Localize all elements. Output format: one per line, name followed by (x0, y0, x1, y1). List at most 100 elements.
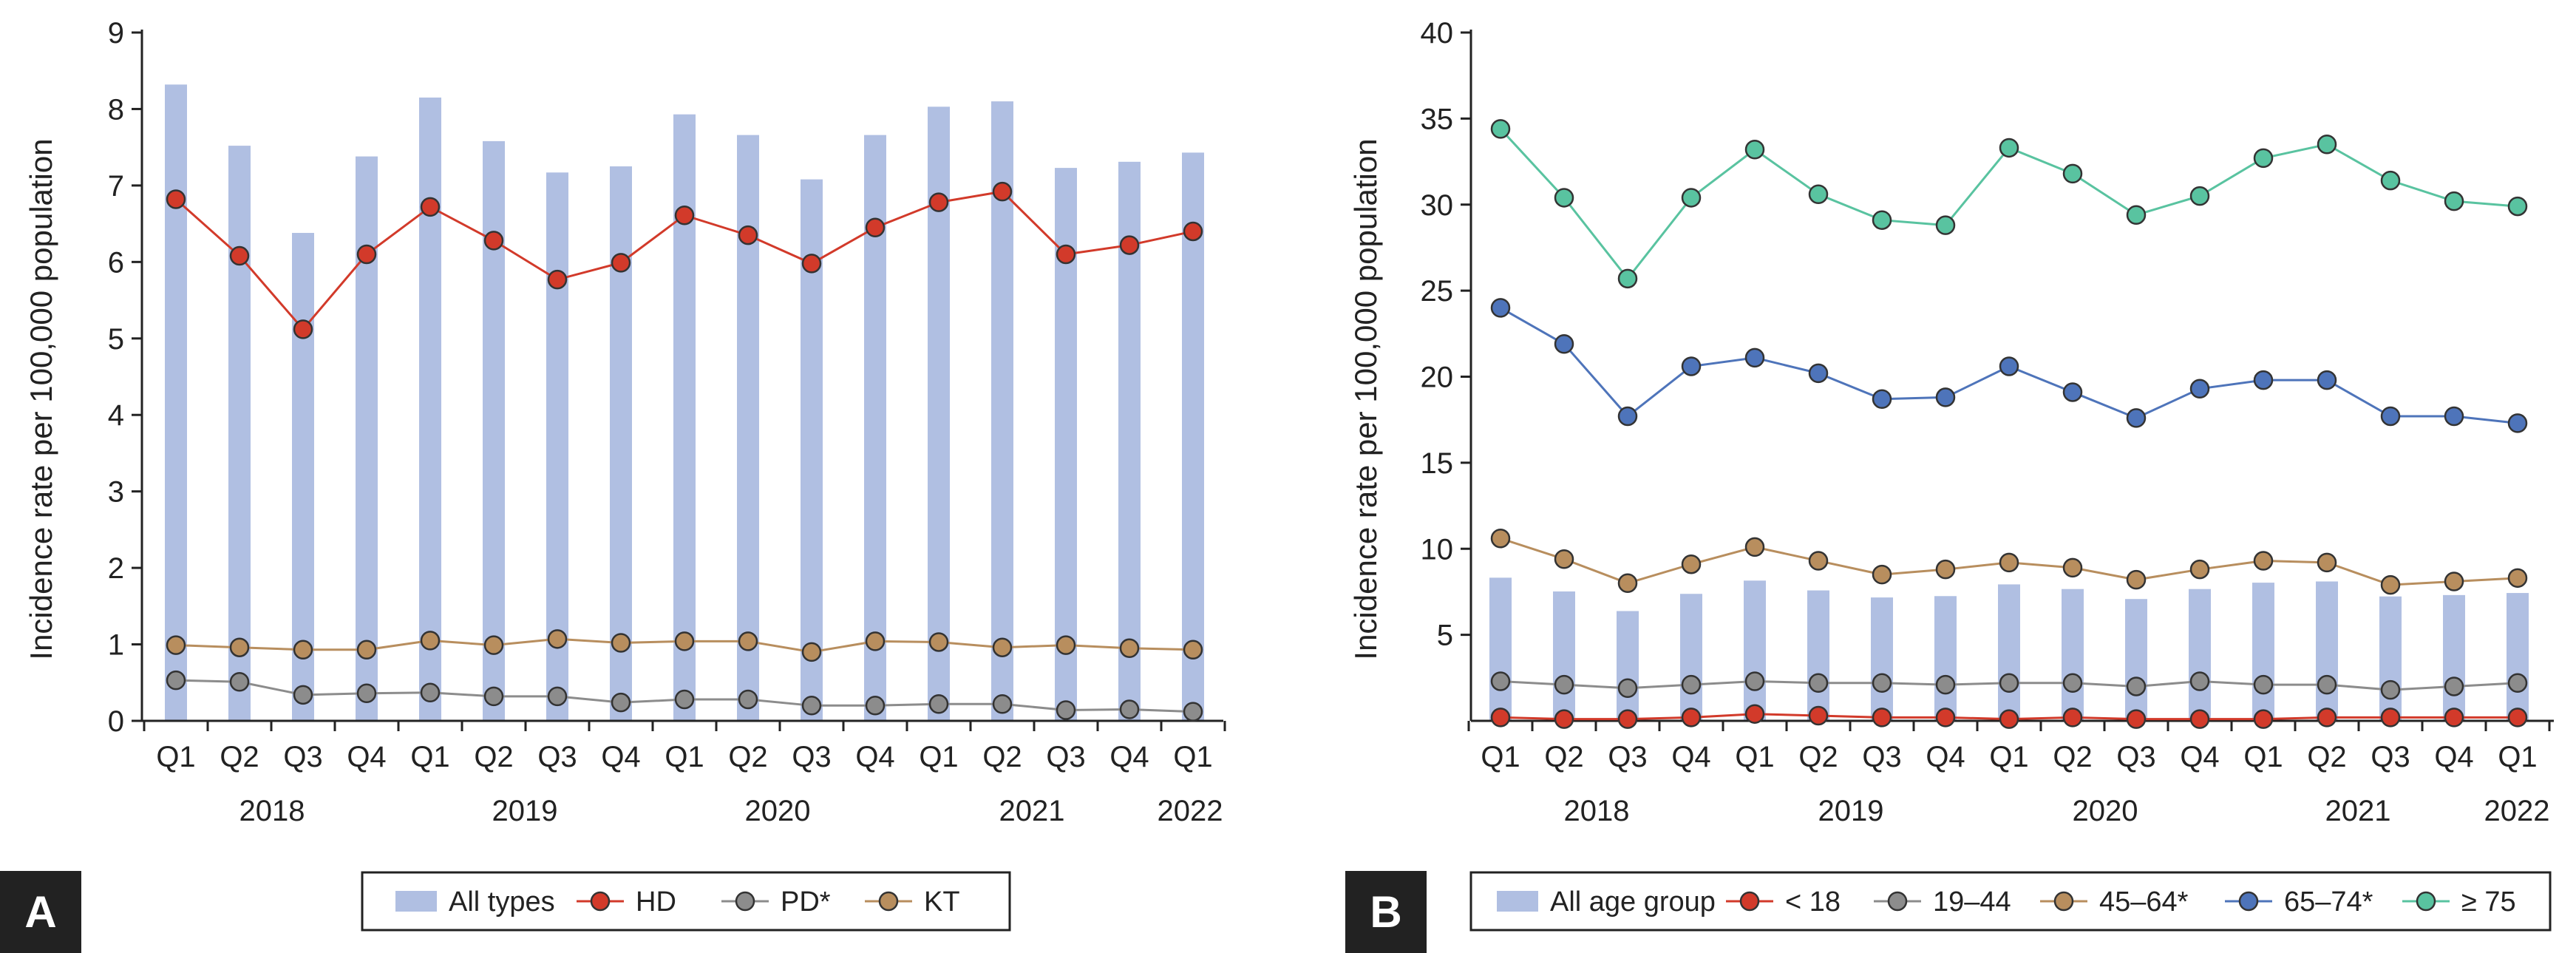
panel-b-series-point (1872, 564, 1892, 585)
panel-b-bar (2062, 589, 2084, 721)
panel-b-series-point (1935, 559, 1956, 580)
panel-a-x-tick-label: Q2 (474, 741, 513, 773)
panel-b-series-point (1681, 188, 1702, 208)
panel-b-bar (2379, 596, 2402, 721)
panel-b-series-point (2507, 413, 2528, 433)
panel-a-y-tick-label: 8 (108, 93, 124, 126)
panel-a-y-tick-label: 0 (108, 705, 124, 738)
panel-b-series-point (2317, 370, 2337, 390)
panel-a-x-tick-label: Q4 (1109, 741, 1149, 773)
panel-a-series-point (992, 181, 1013, 202)
panel-b-x-tick-label: Q4 (1671, 741, 1710, 773)
panel-b-bar (2252, 583, 2274, 721)
panel-b-series-point (1744, 140, 1765, 160)
panel-b-series-point (1999, 709, 2019, 729)
panel-b-series-point (2253, 148, 2274, 169)
panel-a-series-point (420, 631, 441, 651)
panel-a-series-point (611, 253, 631, 273)
panel-a-bar (419, 97, 441, 721)
panel-b-series-point (2507, 708, 2528, 728)
panel-b-year-label: 2018 (1564, 795, 1630, 827)
panel-a-series-point (1119, 235, 1140, 255)
panel-a-series-point (483, 635, 504, 655)
panel-b-year-label: 2022 (2484, 795, 2550, 827)
panel-a-series-point (801, 254, 822, 274)
panel-b-legend-label: 65–74* (2284, 886, 2373, 918)
panel-b-series-point (2253, 709, 2274, 729)
panel-a-series-point (674, 205, 695, 225)
panel-b-series-point (1872, 210, 1892, 230)
panel-b-series-point (1490, 529, 1511, 549)
panel-b-x-tick-label: Q4 (1926, 741, 1965, 773)
panel-a-series-point (547, 269, 568, 290)
panel-b-legend-frame (1469, 871, 2552, 932)
panel-a-series-point (738, 225, 758, 245)
panel-a-series-point (674, 631, 695, 651)
panel-a-series-point (928, 632, 949, 652)
panel-a-x-tick-label: Q3 (1046, 741, 1085, 773)
panel-a-series-point (420, 682, 441, 702)
panel-b-legend-label: 19–44 (1933, 886, 2011, 918)
panel-b-bar (1807, 590, 1829, 721)
panel-b-legend-label: ≥ 75 (2461, 886, 2516, 918)
panel-b-bar (1617, 611, 1639, 721)
panel-a-bar (165, 84, 187, 721)
panel-b-series-point (2126, 676, 2147, 696)
panel-b-x-tick-label: Q1 (1735, 741, 1774, 773)
panel-b-series-point (1554, 188, 1574, 208)
panel-a-y-tick-label: 2 (108, 552, 124, 585)
panel-b-bar (1680, 594, 1702, 721)
panel-a-x-tick-label: Q1 (665, 741, 704, 773)
panel-b-legend: B All age group < 18 19–44 45–64* 65–74* ≥ 75 (1345, 871, 2552, 953)
panel-a-series-point (356, 640, 377, 660)
panel-a-y-tick-label: 1 (108, 629, 124, 662)
panel-b-series-point (1490, 708, 1511, 728)
panel-b-series-point (1681, 356, 1702, 376)
panel-a-series-point (1056, 244, 1076, 265)
panel-a-y-tick-label: 9 (108, 17, 124, 50)
panel-b-series-point (2317, 674, 2337, 695)
panel-b-series-point (2317, 552, 2337, 573)
panel-a-series-point (229, 245, 250, 266)
panel-a-x-tick-label: Q3 (537, 741, 577, 773)
panel-a-legend-label: HD (636, 886, 676, 918)
panel-b-series-point (1617, 268, 1638, 289)
panel-a-y-axis-label: Incidence rate per 100,000 population (24, 138, 58, 659)
panel-b-legend-label: All age group (1550, 886, 1716, 918)
panel-a-series-point (1119, 699, 1140, 719)
panel-a-x-tick-label: Q1 (919, 741, 958, 773)
panel-b-bar (1934, 596, 1957, 721)
panel-b-series-point (1999, 138, 2019, 158)
panel-a-series-point (928, 693, 949, 714)
panel-b-series-point (2062, 673, 2083, 693)
panel-b-series-point (2062, 382, 2083, 402)
panel-b-series-point (1554, 334, 1574, 354)
panel-b-bar (2507, 593, 2529, 721)
panel-a-series-point (166, 189, 186, 209)
panel-b-series-point (1808, 673, 1829, 693)
panel-b-series-point (2189, 671, 2210, 691)
panel-a-series-point (1183, 221, 1203, 242)
panel-a-series-point (166, 635, 186, 655)
panel-a-legend-swatch-marker (735, 891, 755, 912)
panel-b-bar (2316, 581, 2338, 721)
panel-b-y-axis-label: Incidence rate per 100,000 population (1348, 138, 1383, 659)
panel-a-x-tick-label: Q3 (283, 741, 322, 773)
panel-b-series-point (2126, 569, 2147, 590)
panel-b-series-point (2189, 379, 2210, 399)
panel-a-bar (228, 146, 251, 721)
panel-a-x-tick-label: Q2 (220, 741, 259, 773)
panel-a-x-tick-label: Q1 (410, 741, 449, 773)
panel-a-legend-frame (361, 871, 1011, 932)
panel-a-series-point (611, 633, 631, 653)
panel-b-legend-label: < 18 (1785, 886, 1841, 918)
panel-a-series-point (229, 671, 250, 692)
panel-b-series-point (2317, 135, 2337, 155)
panel-a-x-tick-label: Q1 (1173, 741, 1212, 773)
panel-b-series-point (1872, 673, 1892, 693)
panel-a-legend-swatch (395, 891, 437, 912)
panel-a-x-tick-label: Q3 (792, 741, 831, 773)
panel-b-series-point (1935, 215, 1956, 235)
panel-a-year-label: 2018 (239, 795, 305, 827)
panel-b-series-point (1490, 671, 1511, 691)
